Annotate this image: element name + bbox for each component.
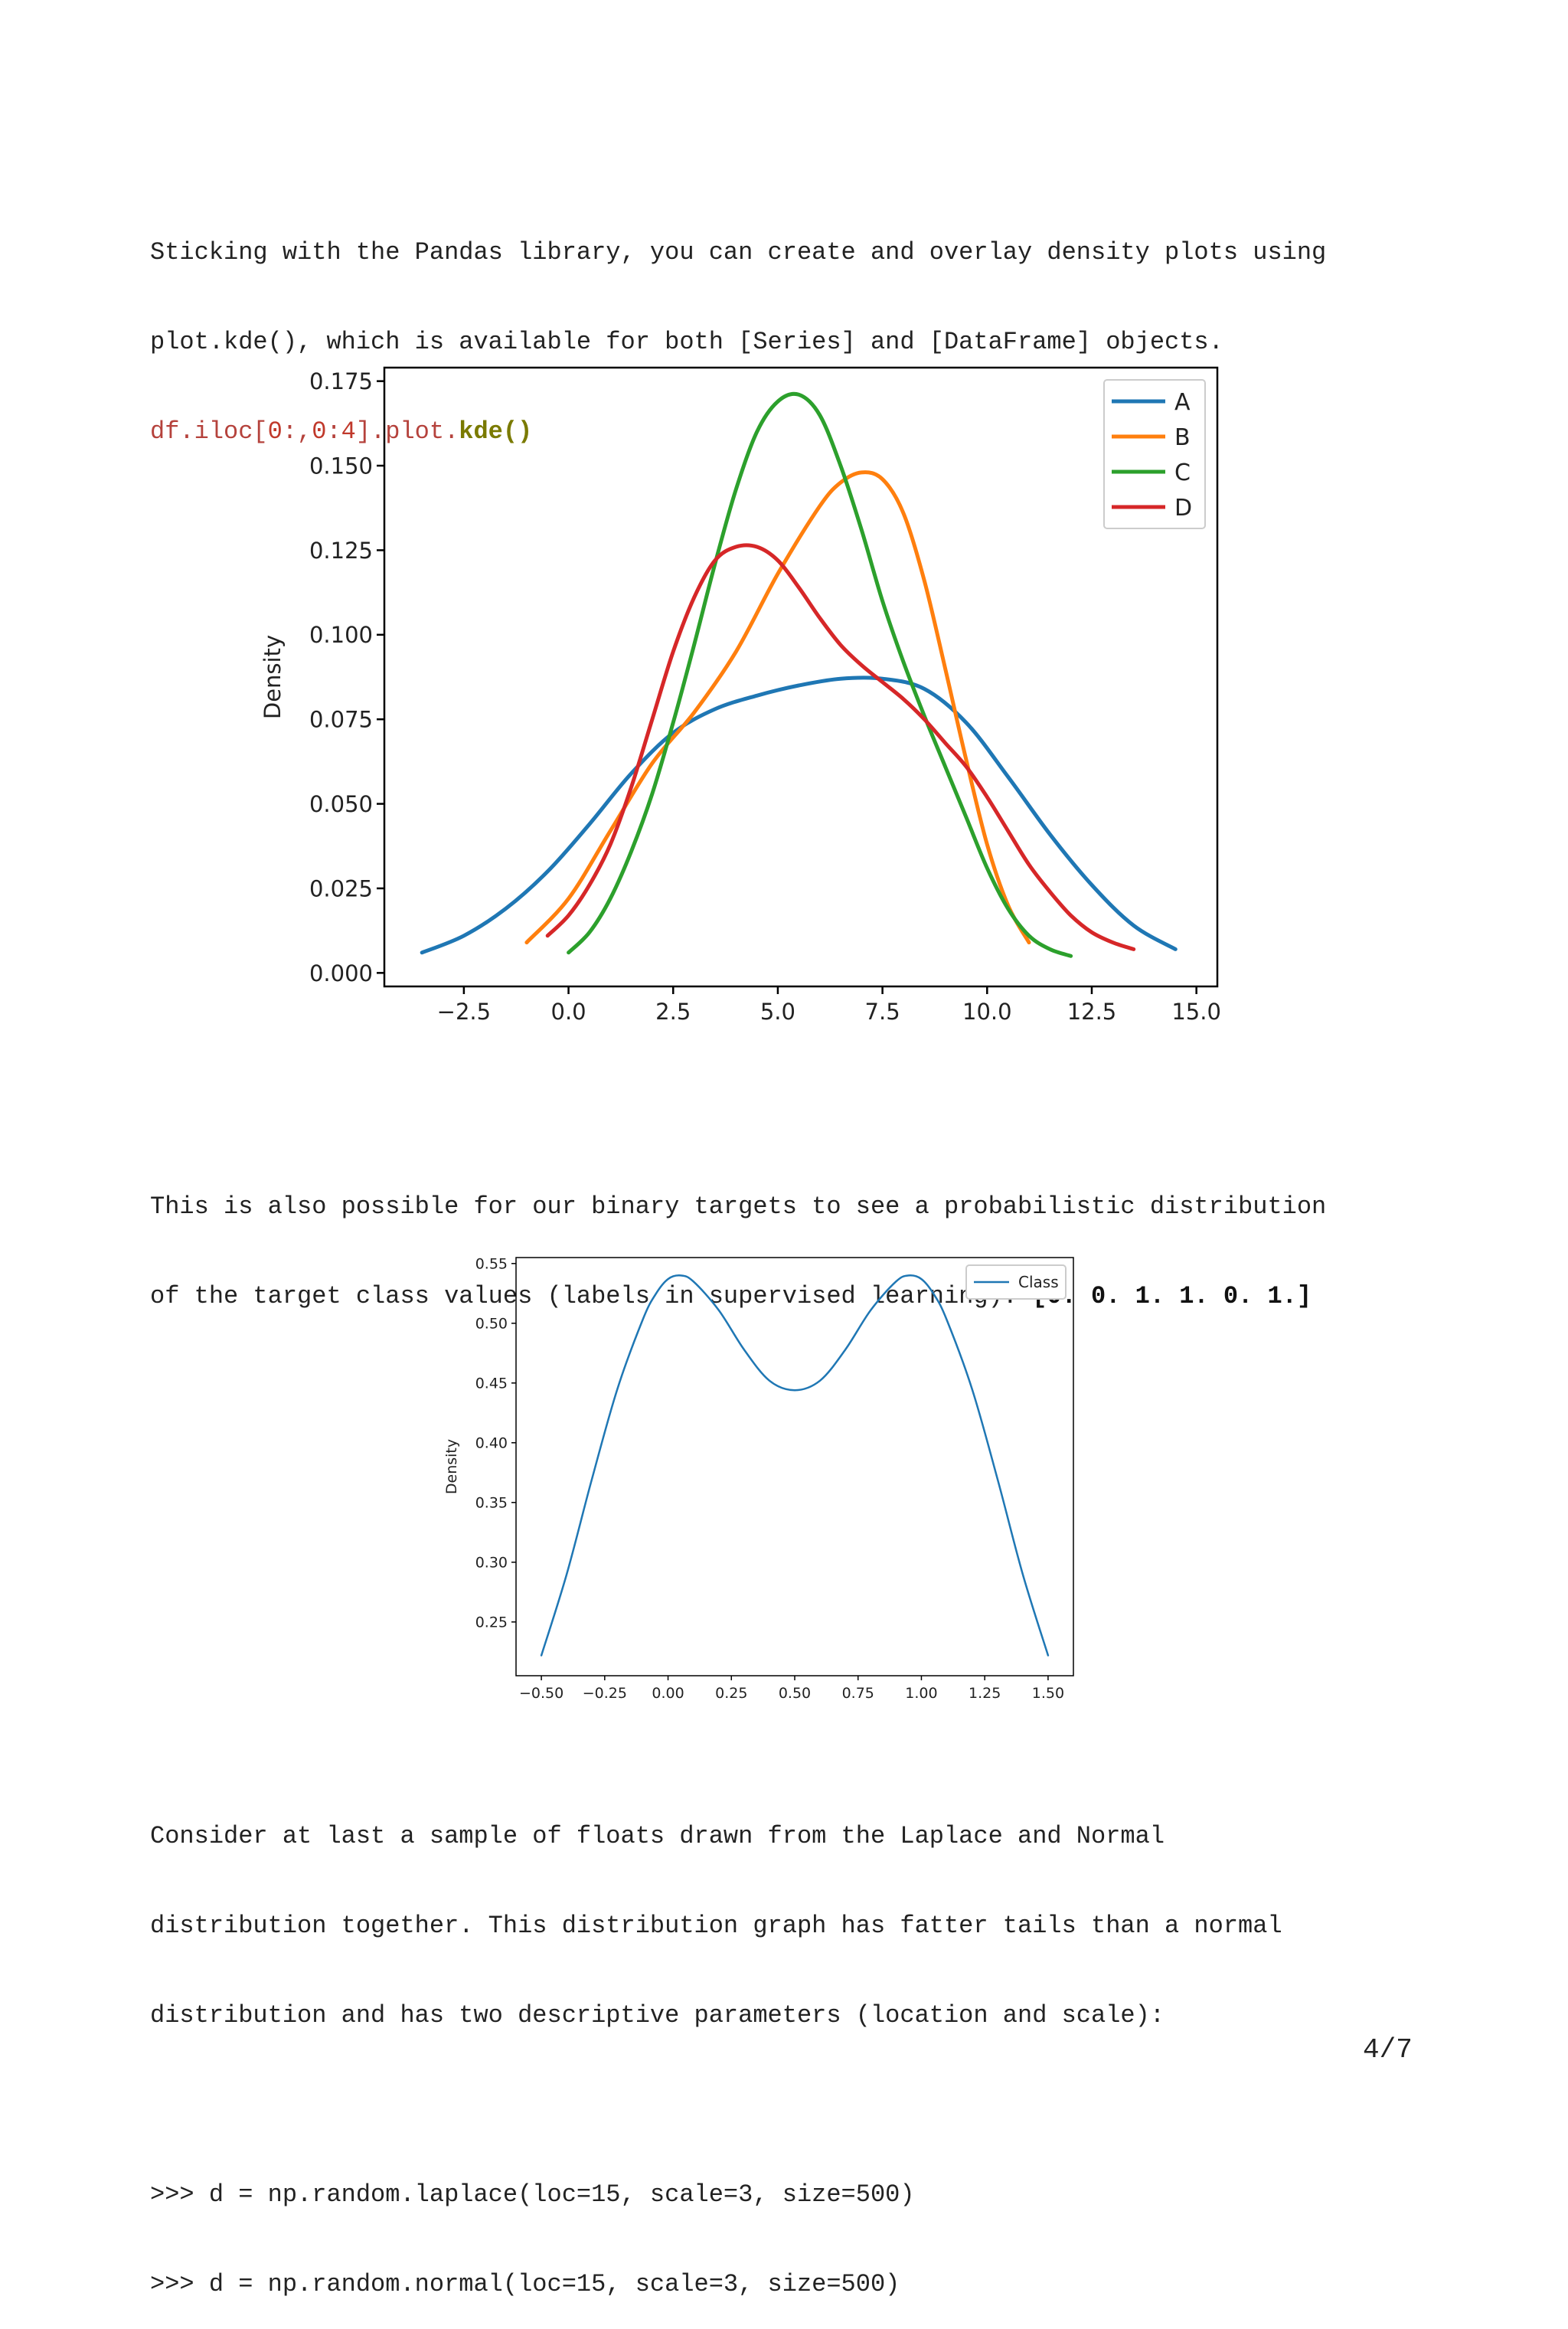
series-line-B (524, 470, 1031, 945)
binary-line-1: This is also possible for our binary tar… (150, 1192, 1327, 1221)
x-tick-label: 12.5 (1067, 999, 1117, 1025)
legend-label: A (1174, 389, 1191, 416)
plot-frame (383, 366, 1219, 988)
x-tick-label: 10.0 (962, 999, 1012, 1025)
page-number: 4/7 (1363, 2034, 1413, 2066)
laplace-line-1: Consider at last a sample of floats draw… (150, 1822, 1165, 1850)
x-tick-label: 0.25 (715, 1685, 747, 1702)
code-part: 0 (312, 417, 327, 446)
intro-paragraph: Sticking with the Pandas library, you ca… (150, 178, 1326, 476)
x-tick-label: 0.75 (842, 1685, 874, 1702)
legend-label: C (1174, 460, 1191, 486)
x-tick-label: −0.25 (583, 1685, 627, 1702)
kde-chart-abcd: −2.5 0.0 2.5 5.0 7.5 10.0 12.5 15.0 0.000 0.025 0.… (260, 366, 1221, 1025)
code-part: : (326, 417, 341, 446)
y-tick-label: 0.55 (475, 1256, 508, 1273)
blank-line (150, 2090, 1282, 2120)
legend-label: Class (1018, 1273, 1059, 1291)
code-part: kde() (459, 417, 533, 446)
x-tick-label: −0.50 (519, 1685, 564, 1702)
x-tick-label: 0.00 (652, 1685, 684, 1702)
x-tick-label: 5.0 (760, 999, 795, 1025)
legend-box (965, 1264, 1067, 1300)
code-part: ].plot. (355, 417, 459, 446)
x-tick-label: 2.5 (655, 999, 691, 1025)
code-normal: >>> d = np.random.normal(loc=15, scale=3… (150, 2270, 900, 2298)
plot-frame (515, 1257, 1074, 1676)
series-line-C (567, 391, 1073, 958)
y-tick-label: 0.175 (309, 368, 373, 394)
code-part: 4 (341, 417, 356, 446)
x-tick-label: 0.0 (551, 999, 586, 1025)
intro-line-2: plot.kde(), which is available for both … (150, 328, 1223, 356)
series-line-D (545, 543, 1136, 951)
series-line-A (420, 675, 1178, 955)
y-tick-label: 0.50 (475, 1316, 508, 1333)
legend-label: B (1174, 424, 1191, 451)
series-line-Class (540, 1274, 1050, 1657)
code-snippet-kde: df.iloc[0:,0:4].plot.kde() (150, 417, 1326, 447)
y-tick-label: 0.050 (309, 791, 373, 817)
x-tick-label: 1.00 (905, 1685, 937, 1702)
y-tick-label: 0.40 (475, 1435, 508, 1452)
y-tick-label: 0.30 (475, 1555, 508, 1572)
y-tick-label: 0.150 (309, 453, 373, 479)
laplace-line-2: distribution together. This distribution… (150, 1912, 1282, 1940)
code-part: df.iloc[ (150, 417, 268, 446)
x-tick-label: 15.0 (1171, 999, 1221, 1025)
y-tick-label: 0.125 (309, 538, 373, 564)
kde-chart-class: −0.50 −0.25 0.00 0.25 0.50 0.75 1.00 1.25 1.50 0.… (443, 1256, 1074, 1702)
x-tick-label: 1.25 (969, 1685, 1001, 1702)
y-tick-label: 0.100 (309, 622, 373, 648)
y-tick-label: 0.45 (475, 1375, 508, 1392)
y-tick-label: 0.075 (309, 707, 373, 733)
y-tick-label: 0.35 (475, 1495, 508, 1512)
laplace-paragraph: Consider at last a sample of floats draw… (150, 1761, 1282, 2329)
x-tick-label: 0.50 (779, 1685, 811, 1702)
y-axis-label: Density (260, 635, 286, 719)
laplace-line-3: distribution and has two descriptive par… (150, 2001, 1165, 2030)
code-laplace: >>> d = np.random.laplace(loc=15, scale=… (150, 2180, 915, 2209)
legend-box (1103, 379, 1206, 529)
x-tick-label: 7.5 (865, 999, 900, 1025)
y-tick-label: 0.025 (309, 875, 373, 901)
y-tick-label: 0.000 (309, 960, 373, 986)
x-tick-label: 1.50 (1032, 1685, 1064, 1702)
intro-line-1: Sticking with the Pandas library, you ca… (150, 238, 1327, 267)
code-part: :, (282, 417, 312, 446)
y-axis-label: Density (443, 1439, 460, 1494)
code-part: 0 (267, 417, 283, 446)
x-tick-label: −2.5 (437, 999, 491, 1025)
legend-label: D (1174, 495, 1192, 522)
y-tick-label: 0.25 (475, 1614, 508, 1631)
